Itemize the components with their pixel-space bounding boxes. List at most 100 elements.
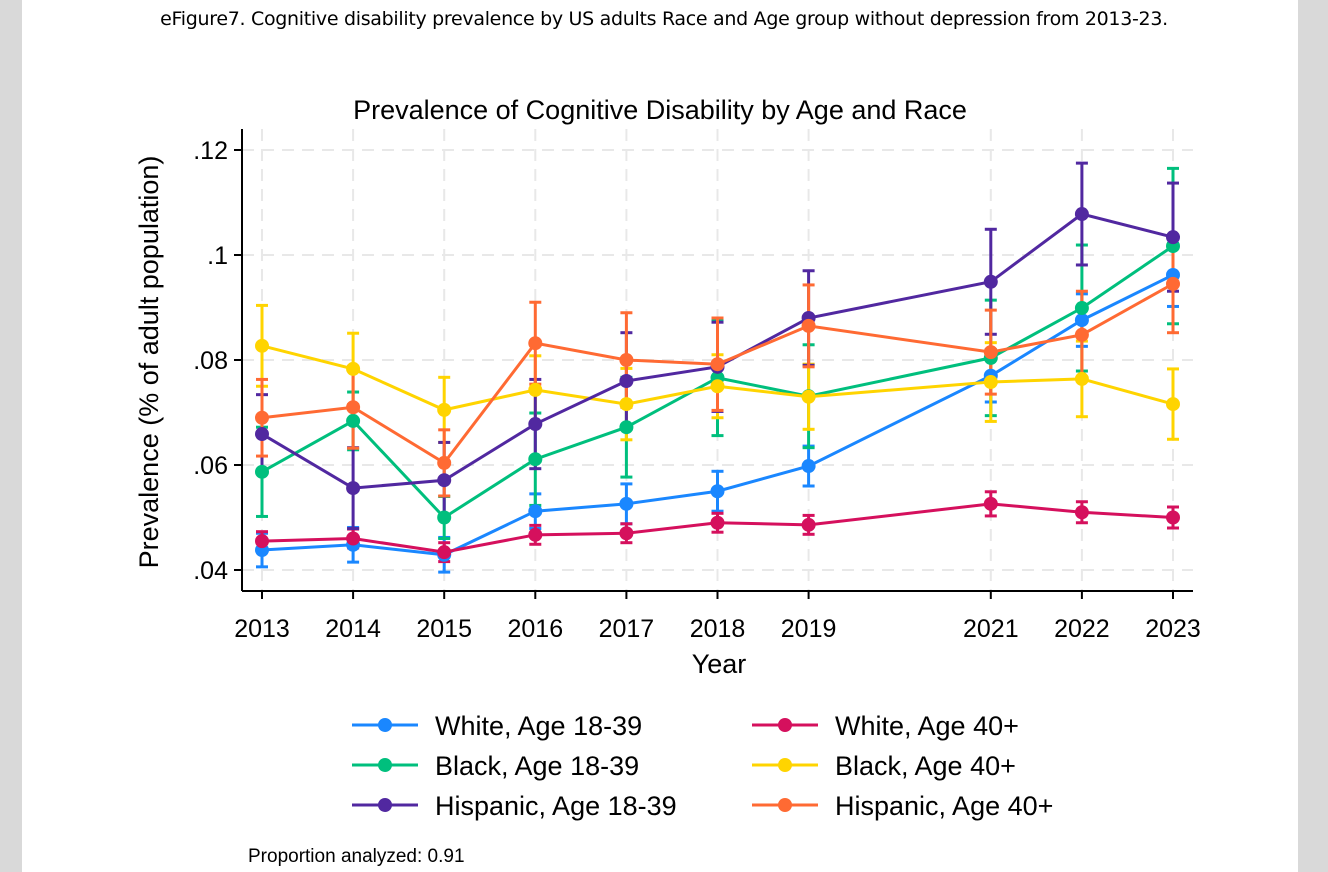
data-point xyxy=(255,410,269,425)
y-tick-label: .06 xyxy=(193,452,228,480)
legend-swatch-marker xyxy=(378,798,392,812)
data-point xyxy=(437,473,452,488)
data-point xyxy=(1074,505,1089,520)
data-point xyxy=(619,526,634,541)
x-tick-label: 2017 xyxy=(599,615,655,643)
data-point xyxy=(619,420,634,435)
legend-item: Hispanic, Age 18-39 xyxy=(352,791,677,821)
data-point xyxy=(437,455,452,470)
series-line xyxy=(261,244,1174,520)
data-point xyxy=(346,361,361,376)
data-point xyxy=(619,496,634,511)
data-point xyxy=(983,274,998,289)
data-point xyxy=(710,515,725,530)
data-point xyxy=(528,417,543,432)
data-point xyxy=(710,484,725,499)
data-point xyxy=(528,527,543,542)
page xyxy=(22,0,1298,872)
series-group xyxy=(255,161,1180,574)
data-point xyxy=(801,318,816,333)
legend-label: Hispanic, Age 18-39 xyxy=(435,791,677,821)
data-point xyxy=(983,345,998,360)
y-tick-label: .1 xyxy=(207,242,228,270)
chart-title: Prevalence of Cognitive Disability by Ag… xyxy=(353,95,967,125)
x-tick-label: 2019 xyxy=(781,615,837,643)
data-point xyxy=(437,510,452,525)
data-point xyxy=(346,531,361,546)
data-point xyxy=(528,382,543,397)
data-point xyxy=(346,413,361,428)
series-line xyxy=(261,502,1174,554)
legend-swatch-marker xyxy=(778,758,792,772)
series-line xyxy=(261,212,1174,490)
legend-swatch-marker xyxy=(378,758,392,772)
x-tick-label: 2013 xyxy=(234,615,290,643)
legend-label: Black, Age 40+ xyxy=(835,751,1016,781)
data-point xyxy=(619,397,634,412)
x-axis-label: Year xyxy=(692,649,747,679)
x-tick-label: 2022 xyxy=(1054,615,1110,643)
legend-item: Black, Age 18-39 xyxy=(352,751,639,781)
figure-caption: eFigure7. Cognitive disability prevalenc… xyxy=(160,8,1168,30)
y-tick-label: .04 xyxy=(193,557,228,585)
data-point xyxy=(619,353,634,367)
data-point xyxy=(983,375,998,390)
legend-item: White, Age 40+ xyxy=(752,711,1019,741)
legend-label: Black, Age 18-39 xyxy=(435,751,639,781)
y-axis-label: Prevalence (% of adult population) xyxy=(134,156,164,569)
data-point xyxy=(983,496,998,511)
data-point xyxy=(528,336,543,351)
data-point xyxy=(1074,371,1089,386)
legend-swatch-marker xyxy=(778,798,792,812)
series-hispanic-age-40- xyxy=(255,276,1180,470)
series-line xyxy=(261,282,1174,465)
legend-swatch-marker xyxy=(378,718,392,732)
legend-swatch-marker xyxy=(778,718,792,732)
data-point xyxy=(346,400,361,415)
data-point xyxy=(710,357,725,372)
x-tick-label: 2021 xyxy=(963,615,1019,643)
x-tick-label: 2014 xyxy=(325,615,381,643)
data-point xyxy=(255,338,269,353)
data-point xyxy=(255,427,269,442)
data-point xyxy=(619,374,634,388)
legend-label: Hispanic, Age 40+ xyxy=(835,791,1053,821)
series-white-age-40- xyxy=(255,496,1180,560)
series-line xyxy=(261,273,1174,557)
data-point xyxy=(710,379,725,394)
data-point xyxy=(1074,301,1089,316)
x-tick-label: 2015 xyxy=(416,615,472,643)
legend-item: White, Age 18-39 xyxy=(352,711,642,741)
y-tick-label: .12 xyxy=(193,137,228,165)
data-point xyxy=(801,517,816,532)
series-black-age-40- xyxy=(255,338,1180,417)
x-tick-label: 2023 xyxy=(1145,615,1201,643)
legend-label: White, Age 40+ xyxy=(835,711,1019,741)
data-point xyxy=(1166,276,1180,291)
x-tick-label: 2016 xyxy=(507,615,563,643)
legend-item: Black, Age 40+ xyxy=(752,751,1016,781)
series-line xyxy=(261,344,1174,412)
legend-item: Hispanic, Age 40+ xyxy=(752,791,1053,821)
data-point xyxy=(255,534,269,549)
data-point xyxy=(801,389,816,404)
data-point xyxy=(801,459,816,474)
axes: .04 .06 .08 .1 .12 2013 2014 2015 2016 2017 2018 20… xyxy=(193,129,1201,643)
data-point xyxy=(437,545,452,560)
legend: White, Age 18-39 White, Age 40+ Black, Age… xyxy=(352,711,1053,821)
data-point xyxy=(255,464,269,479)
legend-label: White, Age 18-39 xyxy=(435,711,642,741)
data-point xyxy=(1166,510,1180,525)
data-point xyxy=(1074,207,1089,222)
y-tick-label: .08 xyxy=(193,347,228,375)
data-point xyxy=(1166,397,1180,412)
proportion-note: Proportion analyzed: 0.91 xyxy=(248,846,465,867)
series-black-age-18-39 xyxy=(255,239,1180,525)
data-point xyxy=(1074,327,1089,342)
data-point xyxy=(1074,313,1089,328)
data-point xyxy=(528,452,543,467)
data-point xyxy=(437,402,452,417)
data-point xyxy=(528,504,543,519)
x-tick-label: 2018 xyxy=(690,615,746,643)
